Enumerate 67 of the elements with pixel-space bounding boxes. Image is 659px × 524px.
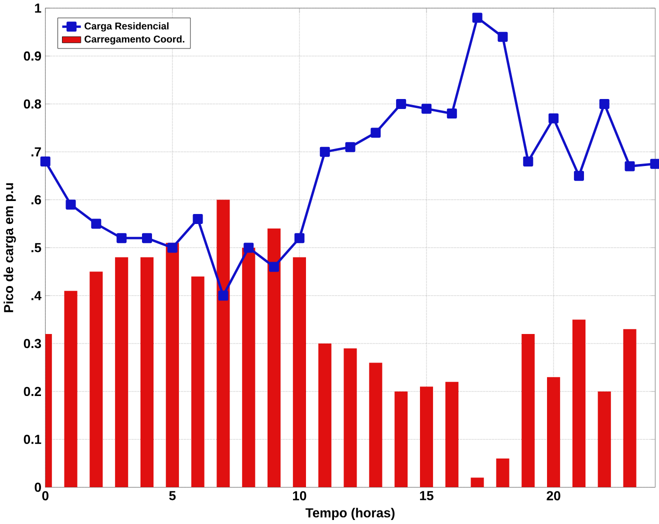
bar — [445, 382, 458, 488]
y-axis-title: Pico de carga em p.u — [4, 183, 16, 312]
point — [244, 242, 254, 253]
bar — [140, 257, 154, 488]
bar — [496, 458, 510, 488]
point — [498, 32, 508, 42]
y-tick-label: .6 — [32, 195, 42, 205]
point — [421, 104, 432, 114]
point — [345, 142, 356, 152]
bar — [369, 362, 382, 488]
bar — [420, 386, 434, 488]
point — [624, 161, 635, 172]
y-tick-label: .7 — [32, 148, 41, 157]
bar — [216, 200, 230, 488]
bar — [572, 320, 586, 488]
point — [294, 233, 304, 244]
x-tick-label: 5 — [169, 491, 176, 500]
y-tick-label: 1 — [35, 4, 42, 13]
point — [116, 233, 127, 244]
bar — [318, 344, 332, 488]
bar — [623, 329, 636, 488]
point — [66, 200, 76, 210]
bar — [166, 243, 179, 488]
point — [269, 262, 280, 272]
point — [142, 233, 152, 244]
x-tick-label: 0 — [42, 491, 48, 501]
point — [91, 218, 102, 229]
bar — [522, 334, 535, 488]
y-tick-label: 0.3 — [24, 339, 42, 348]
point — [574, 170, 584, 182]
y-tick-label: .4 — [32, 291, 42, 300]
y-tick-label: 0.2 — [24, 386, 41, 396]
point — [472, 12, 482, 23]
bar — [115, 257, 128, 488]
bar — [470, 478, 484, 488]
point — [192, 214, 203, 224]
point — [40, 156, 50, 167]
bar — [64, 290, 78, 488]
x-tick-label: 15 — [420, 491, 434, 500]
x-tick-label: 10 — [293, 491, 306, 501]
y-tick-label: 0.8 — [24, 100, 42, 109]
x-axis-title: Tempo (horas) — [306, 508, 395, 520]
point — [599, 99, 610, 110]
bar — [90, 272, 103, 488]
bar — [292, 257, 306, 488]
point — [446, 108, 457, 119]
bar — [598, 392, 611, 488]
point — [523, 156, 534, 167]
point — [396, 99, 406, 110]
legend-label: Carregamento Coord. — [84, 36, 184, 45]
bar — [268, 228, 281, 488]
y-tick-label: 0.9 — [24, 52, 42, 61]
bar — [191, 276, 204, 488]
bar — [394, 392, 408, 488]
point — [218, 290, 228, 301]
bar — [344, 348, 357, 488]
x-tick-label: 20 — [546, 491, 560, 501]
bar — [242, 248, 256, 488]
y-tick-label: .5 — [32, 243, 42, 252]
y-tick-label: 0.1 — [24, 434, 42, 444]
point — [548, 113, 559, 124]
y-tick-label: 0 — [34, 482, 41, 492]
legend-label: Carga Residencial — [84, 22, 168, 32]
point — [320, 147, 330, 158]
point — [370, 128, 381, 138]
point — [167, 242, 178, 253]
bar — [547, 377, 560, 488]
